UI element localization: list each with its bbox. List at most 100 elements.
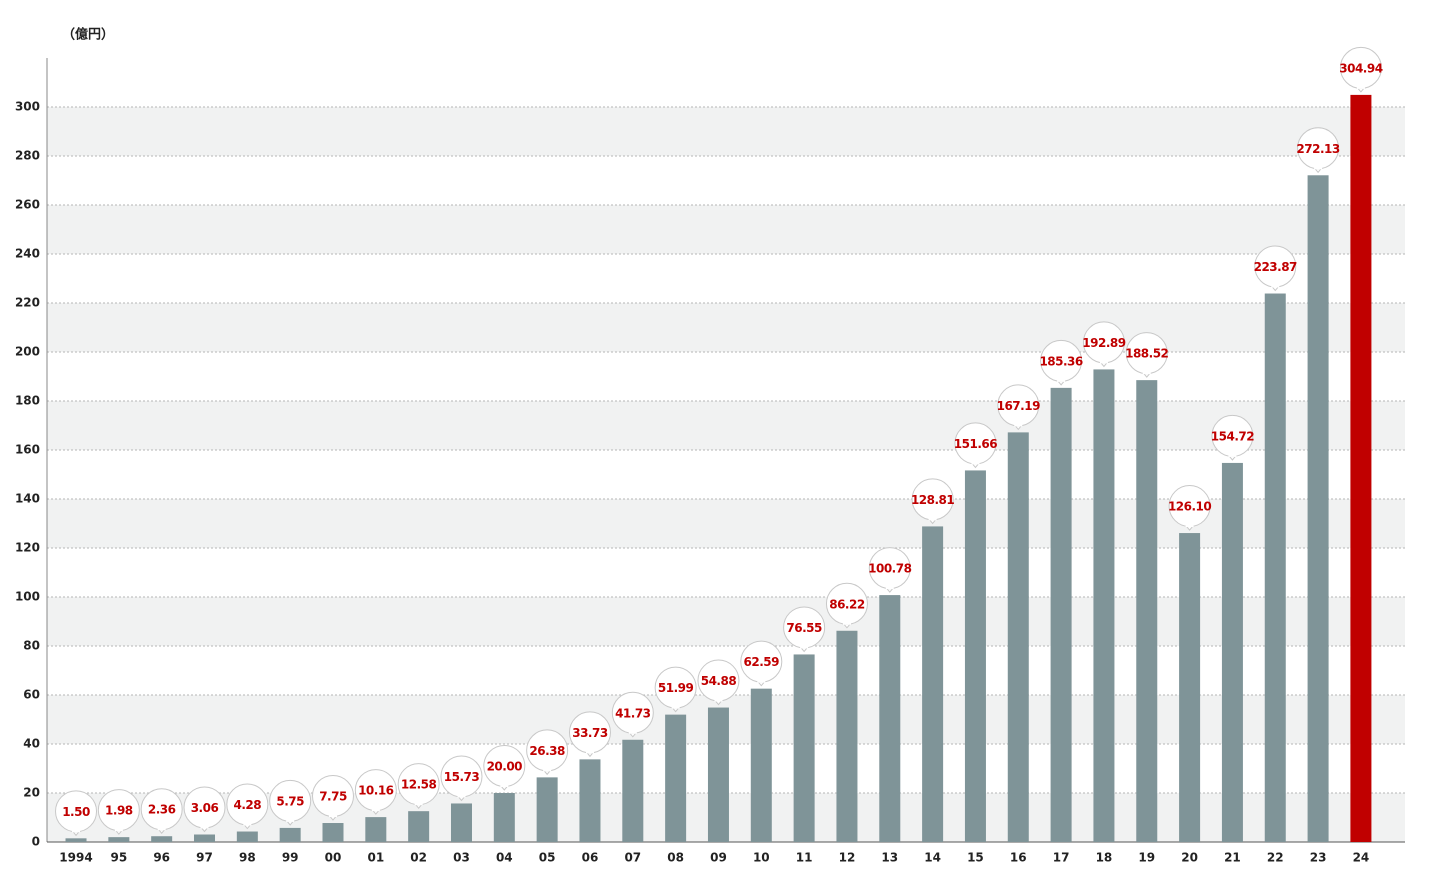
- x-tick-label: 19: [1138, 851, 1155, 865]
- bar: [622, 739, 644, 842]
- x-tick-label: 01: [367, 851, 384, 865]
- bar: [365, 817, 387, 842]
- value-label: 185.36: [1039, 354, 1082, 368]
- bar: [579, 759, 601, 842]
- x-tick-label: 15: [967, 851, 984, 865]
- bar: [1093, 369, 1115, 842]
- x-tick-label: 02: [410, 851, 427, 865]
- band: [47, 303, 1405, 352]
- value-label: 167.19: [997, 399, 1040, 413]
- label-bubble-cover: [457, 792, 466, 798]
- y-tick-label: 60: [23, 688, 40, 702]
- label-bubble-cover: [1099, 358, 1108, 364]
- label-bubble-cover: [1014, 421, 1023, 427]
- value-label: 128.81: [911, 493, 954, 507]
- y-tick-label: 280: [15, 149, 40, 163]
- label-bubble-cover: [971, 459, 980, 465]
- value-label: 304.94: [1339, 61, 1382, 75]
- value-label: 151.66: [954, 437, 997, 451]
- band: [47, 205, 1405, 254]
- x-tick-label: 00: [325, 851, 342, 865]
- y-tick-label: 140: [15, 492, 40, 506]
- label-bubble-cover: [157, 825, 166, 831]
- bar: [879, 595, 901, 842]
- x-tick-label: 09: [710, 851, 727, 865]
- bar: [493, 793, 515, 842]
- x-tick-label: 96: [153, 851, 170, 865]
- band: [47, 401, 1405, 450]
- label-bubble-cover: [328, 812, 337, 818]
- value-label: 12.58: [401, 778, 437, 792]
- band: [47, 107, 1405, 156]
- y-tick-label: 20: [23, 786, 40, 800]
- value-label: 41.73: [615, 706, 651, 720]
- x-tick-label: 20: [1181, 851, 1198, 865]
- label-bubble-cover: [628, 728, 637, 734]
- label-bubble-cover: [928, 515, 937, 521]
- y-tick-label: 260: [15, 198, 40, 212]
- value-label: 3.06: [191, 801, 219, 815]
- value-label: 272.13: [1296, 142, 1339, 156]
- label-bubble-cover: [714, 696, 723, 702]
- x-tick-label: 95: [110, 851, 127, 865]
- label-bubble-cover: [1271, 282, 1280, 288]
- y-tick-label: 0: [32, 835, 40, 849]
- value-label: 154.72: [1211, 429, 1254, 443]
- x-tick-label: 16: [1010, 851, 1027, 865]
- label-bubble-cover: [1142, 369, 1151, 375]
- bar: [108, 837, 130, 842]
- label-bubble-cover: [200, 823, 209, 829]
- y-tick-label: 220: [15, 296, 40, 310]
- band: [47, 597, 1405, 646]
- x-tick-label: 04: [496, 851, 513, 865]
- x-tick-label: 23: [1310, 851, 1327, 865]
- x-tick-label: 11: [796, 851, 813, 865]
- label-bubble-cover: [1057, 376, 1066, 382]
- x-tick-label: 99: [282, 851, 299, 865]
- value-label: 7.75: [319, 790, 347, 804]
- value-label: 54.88: [701, 674, 737, 688]
- label-bubble-cover: [543, 766, 552, 772]
- bar: [793, 654, 815, 842]
- label-bubble-cover: [114, 826, 123, 832]
- value-label: 5.75: [276, 794, 304, 808]
- bar: [236, 831, 258, 842]
- bar: [279, 827, 301, 842]
- x-tick-label: 12: [839, 851, 856, 865]
- label-bubble-cover: [72, 827, 81, 833]
- bar: [750, 688, 772, 842]
- value-label: 86.22: [829, 597, 865, 611]
- value-label: 62.59: [744, 655, 780, 669]
- y-tick-label: 160: [15, 443, 40, 457]
- label-bubble-cover: [1356, 83, 1365, 89]
- value-label: 1.50: [62, 805, 90, 819]
- value-label: 33.73: [572, 726, 608, 740]
- x-tick-label: 1994: [59, 851, 92, 865]
- y-tick-label: 300: [15, 100, 40, 114]
- bar: [707, 707, 729, 842]
- label-bubble-cover: [1185, 522, 1194, 528]
- x-tick-label: 03: [453, 851, 470, 865]
- x-tick-label: 24: [1353, 851, 1370, 865]
- bar: [1221, 462, 1243, 842]
- label-bubble-cover: [243, 820, 252, 826]
- value-label: 20.00: [487, 760, 523, 774]
- value-label: 2.36: [148, 803, 176, 817]
- bar: [1136, 380, 1158, 842]
- bar: [536, 777, 558, 842]
- label-bubble-cover: [1228, 451, 1237, 457]
- label-bubble-cover: [414, 800, 423, 806]
- value-label: 15.73: [444, 770, 480, 784]
- x-tick-label: 17: [1053, 851, 1070, 865]
- bar: [1307, 175, 1329, 842]
- y-tick-label: 180: [15, 394, 40, 408]
- bar: [65, 838, 87, 842]
- value-label: 223.87: [1254, 260, 1297, 274]
- y-tick-label: 200: [15, 345, 40, 359]
- x-tick-label: 05: [539, 851, 556, 865]
- x-tick-label: 06: [582, 851, 599, 865]
- bar: [322, 823, 344, 842]
- value-label: 51.99: [658, 681, 694, 695]
- label-bubble-cover: [885, 584, 894, 590]
